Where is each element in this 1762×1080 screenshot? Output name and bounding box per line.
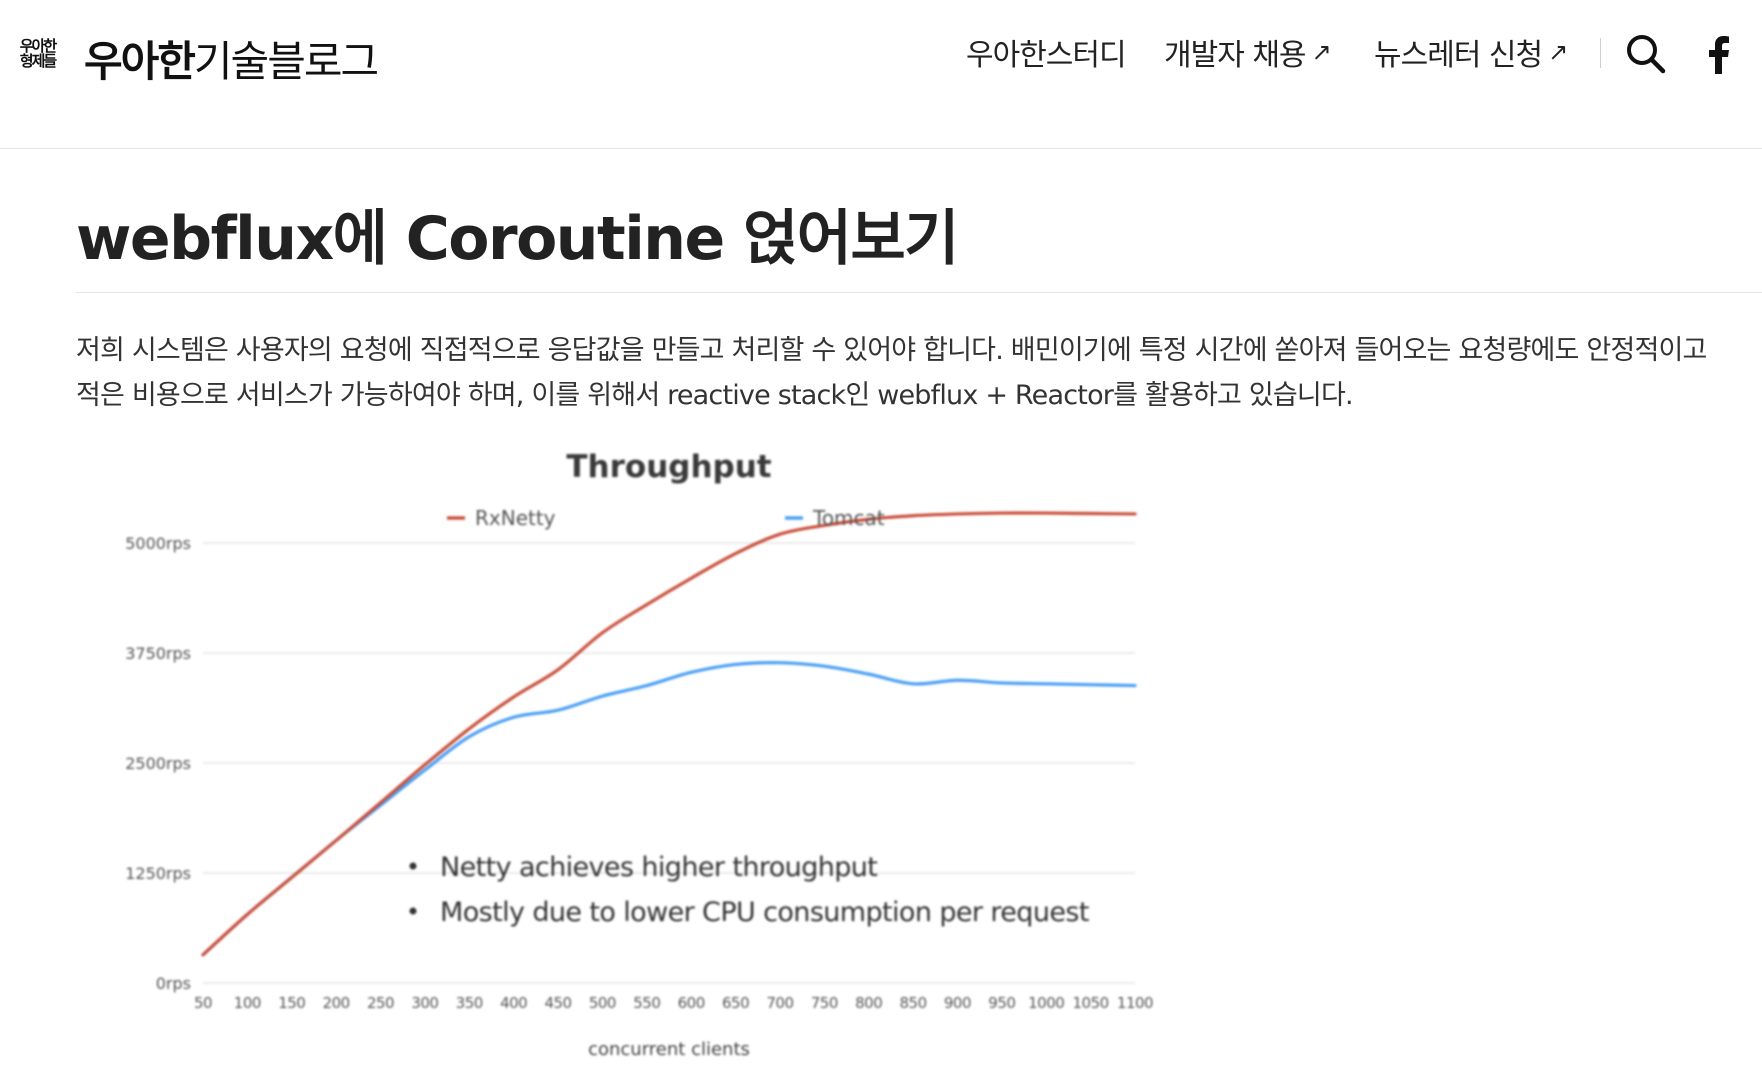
chart-x-tick-label: 550 (633, 994, 660, 1012)
site-header: 우아한 형제들 우아한기술블로그 우아한스터디 개발자 채용 ↗ 뉴스레터 신청 ↗ (0, 0, 1762, 149)
chart-series-line-rxnetty (201, 511, 1137, 957)
chart-annotation: Mostly due to lower CPU consumption per … (440, 897, 1089, 928)
chart-x-tick-label: 300 (411, 994, 438, 1012)
chart-title: Throughput (566, 449, 771, 485)
chart-annotation: Netty achieves higher throughput (440, 852, 877, 883)
site-logo[interactable]: 우아한기술블로그 (84, 28, 379, 89)
chart-x-tick-label: 1100 (1117, 994, 1153, 1012)
chart-legend-label-tomcat: Tomcat (812, 506, 885, 530)
chart-x-tick-label: 350 (456, 994, 483, 1012)
chart-legend-label-rxnetty: RxNetty (475, 506, 556, 530)
chart-annotation-bullet (409, 907, 417, 915)
article-paragraph: 저희 시스템은 사용자의 요청에 직접적으로 응답값을 만들고 처리할 수 있어… (76, 335, 1707, 411)
chart-x-tick-label: 100 (234, 994, 261, 1012)
search-icon (1627, 35, 1666, 74)
logo-light: 기술블로그 (193, 37, 379, 86)
chart-x-tick-label: 900 (944, 994, 971, 1012)
chart-x-tick-label: 750 (811, 994, 838, 1012)
throughput-chart-svg: 0rps 1250rps 2500rps 3750rps 5000rps 50 100 15… (125, 449, 1153, 1060)
chart-x-tick-label: 600 (678, 994, 705, 1012)
search-button[interactable] (1624, 32, 1668, 76)
chart-x-tick-label: 850 (900, 994, 927, 1012)
nav-item-label: 우아한스터디 (966, 38, 1127, 73)
chart-x-tick-label: 400 (500, 994, 527, 1012)
logo-bold: 우아한 (84, 37, 196, 86)
nav-divider (1600, 38, 1601, 68)
external-link-icon: ↗ (1548, 38, 1568, 66)
chart-annotation-bullet (409, 862, 417, 870)
chart-x-tick-label: 1050 (1073, 994, 1109, 1012)
facebook-icon (1709, 36, 1729, 74)
nav-item-study[interactable]: 우아한스터디 (966, 32, 1127, 73)
throughput-chart: 0rps 1250rps 2500rps 3750rps 5000rps 50 100 15… (95, 437, 1235, 1080)
chart-y-tick-label: 5000rps (125, 534, 191, 553)
chart-x-tick-label: 50 (194, 994, 212, 1012)
chart-x-tick-label: 200 (323, 994, 350, 1012)
chart-x-tick-label: 500 (589, 994, 616, 1012)
chart-x-tick-label: 700 (766, 994, 793, 1012)
chart-x-tick-label: 650 (722, 994, 749, 1012)
logo-mark-line-2: 형제들 (19, 52, 57, 70)
chart-x-tick-label: 450 (544, 994, 571, 1012)
logo-mark[interactable]: 우아한 형제들 (14, 30, 61, 78)
facebook-button[interactable] (1704, 34, 1734, 76)
nav-item-recruit[interactable]: 개발자 채용 ↗ (1164, 32, 1332, 73)
chart-y-tick-label: 1250rps (125, 864, 191, 883)
article-title: webflux에 Coroutine 얹어보기 (76, 204, 959, 274)
chart-x-axis-label: concurrent clients (588, 1039, 750, 1060)
chart-x-tick-label: 150 (278, 994, 305, 1012)
external-link-icon: ↗ (1311, 38, 1332, 66)
chart-x-tick-label: 800 (855, 994, 882, 1012)
chart-y-tick-label: 0rps (156, 974, 191, 993)
chart-x-tick-label: 1000 (1028, 994, 1064, 1012)
logo-mark-line-1: 우아한 (19, 37, 57, 55)
chart-x-tick-label: 250 (367, 994, 394, 1012)
chart-x-tick-label: 950 (988, 994, 1015, 1012)
nav-item-label: 개발자 채용 (1164, 38, 1307, 73)
nav-item-newsletter[interactable]: 뉴스레터 신청 ↗ (1374, 32, 1568, 73)
chart-y-tick-label: 3750rps (125, 644, 191, 663)
nav-item-label: 뉴스레터 신청 (1374, 38, 1543, 73)
chart-y-tick-label: 2500rps (125, 754, 191, 773)
title-divider (76, 292, 1762, 293)
